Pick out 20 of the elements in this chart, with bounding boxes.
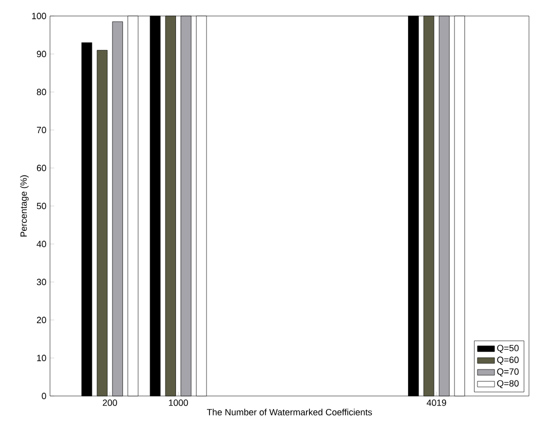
legend-label: Q=80 [497, 380, 519, 388]
y-tick-label: 50 [36, 202, 46, 210]
y-tick-label: 0 [42, 392, 46, 400]
legend-label: Q=70 [497, 368, 519, 376]
legend-label: Q=60 [497, 356, 519, 365]
x-tick-label: 4019 [426, 400, 446, 406]
y-axis-title: Percentage (%) [20, 175, 29, 237]
y-tick-label: 30 [36, 278, 46, 286]
x-tick-label: 1000 [168, 400, 188, 406]
y-tick-label: 20 [36, 316, 46, 324]
y-tick-label: 60 [36, 164, 46, 172]
y-tick-label: 10 [37, 354, 46, 362]
y-tick-label: 100 [32, 12, 46, 20]
y-tick-label: 80 [36, 88, 46, 96]
x-tick-label: 200 [102, 400, 118, 406]
y-tick-label: 40 [36, 240, 46, 248]
x-axis-title: The Number of Watermarked Coefficients [206, 408, 372, 416]
y-tick-label: 90 [36, 50, 46, 58]
legend-label: Q=50 [497, 344, 519, 353]
y-tick-label: 70 [36, 126, 46, 134]
